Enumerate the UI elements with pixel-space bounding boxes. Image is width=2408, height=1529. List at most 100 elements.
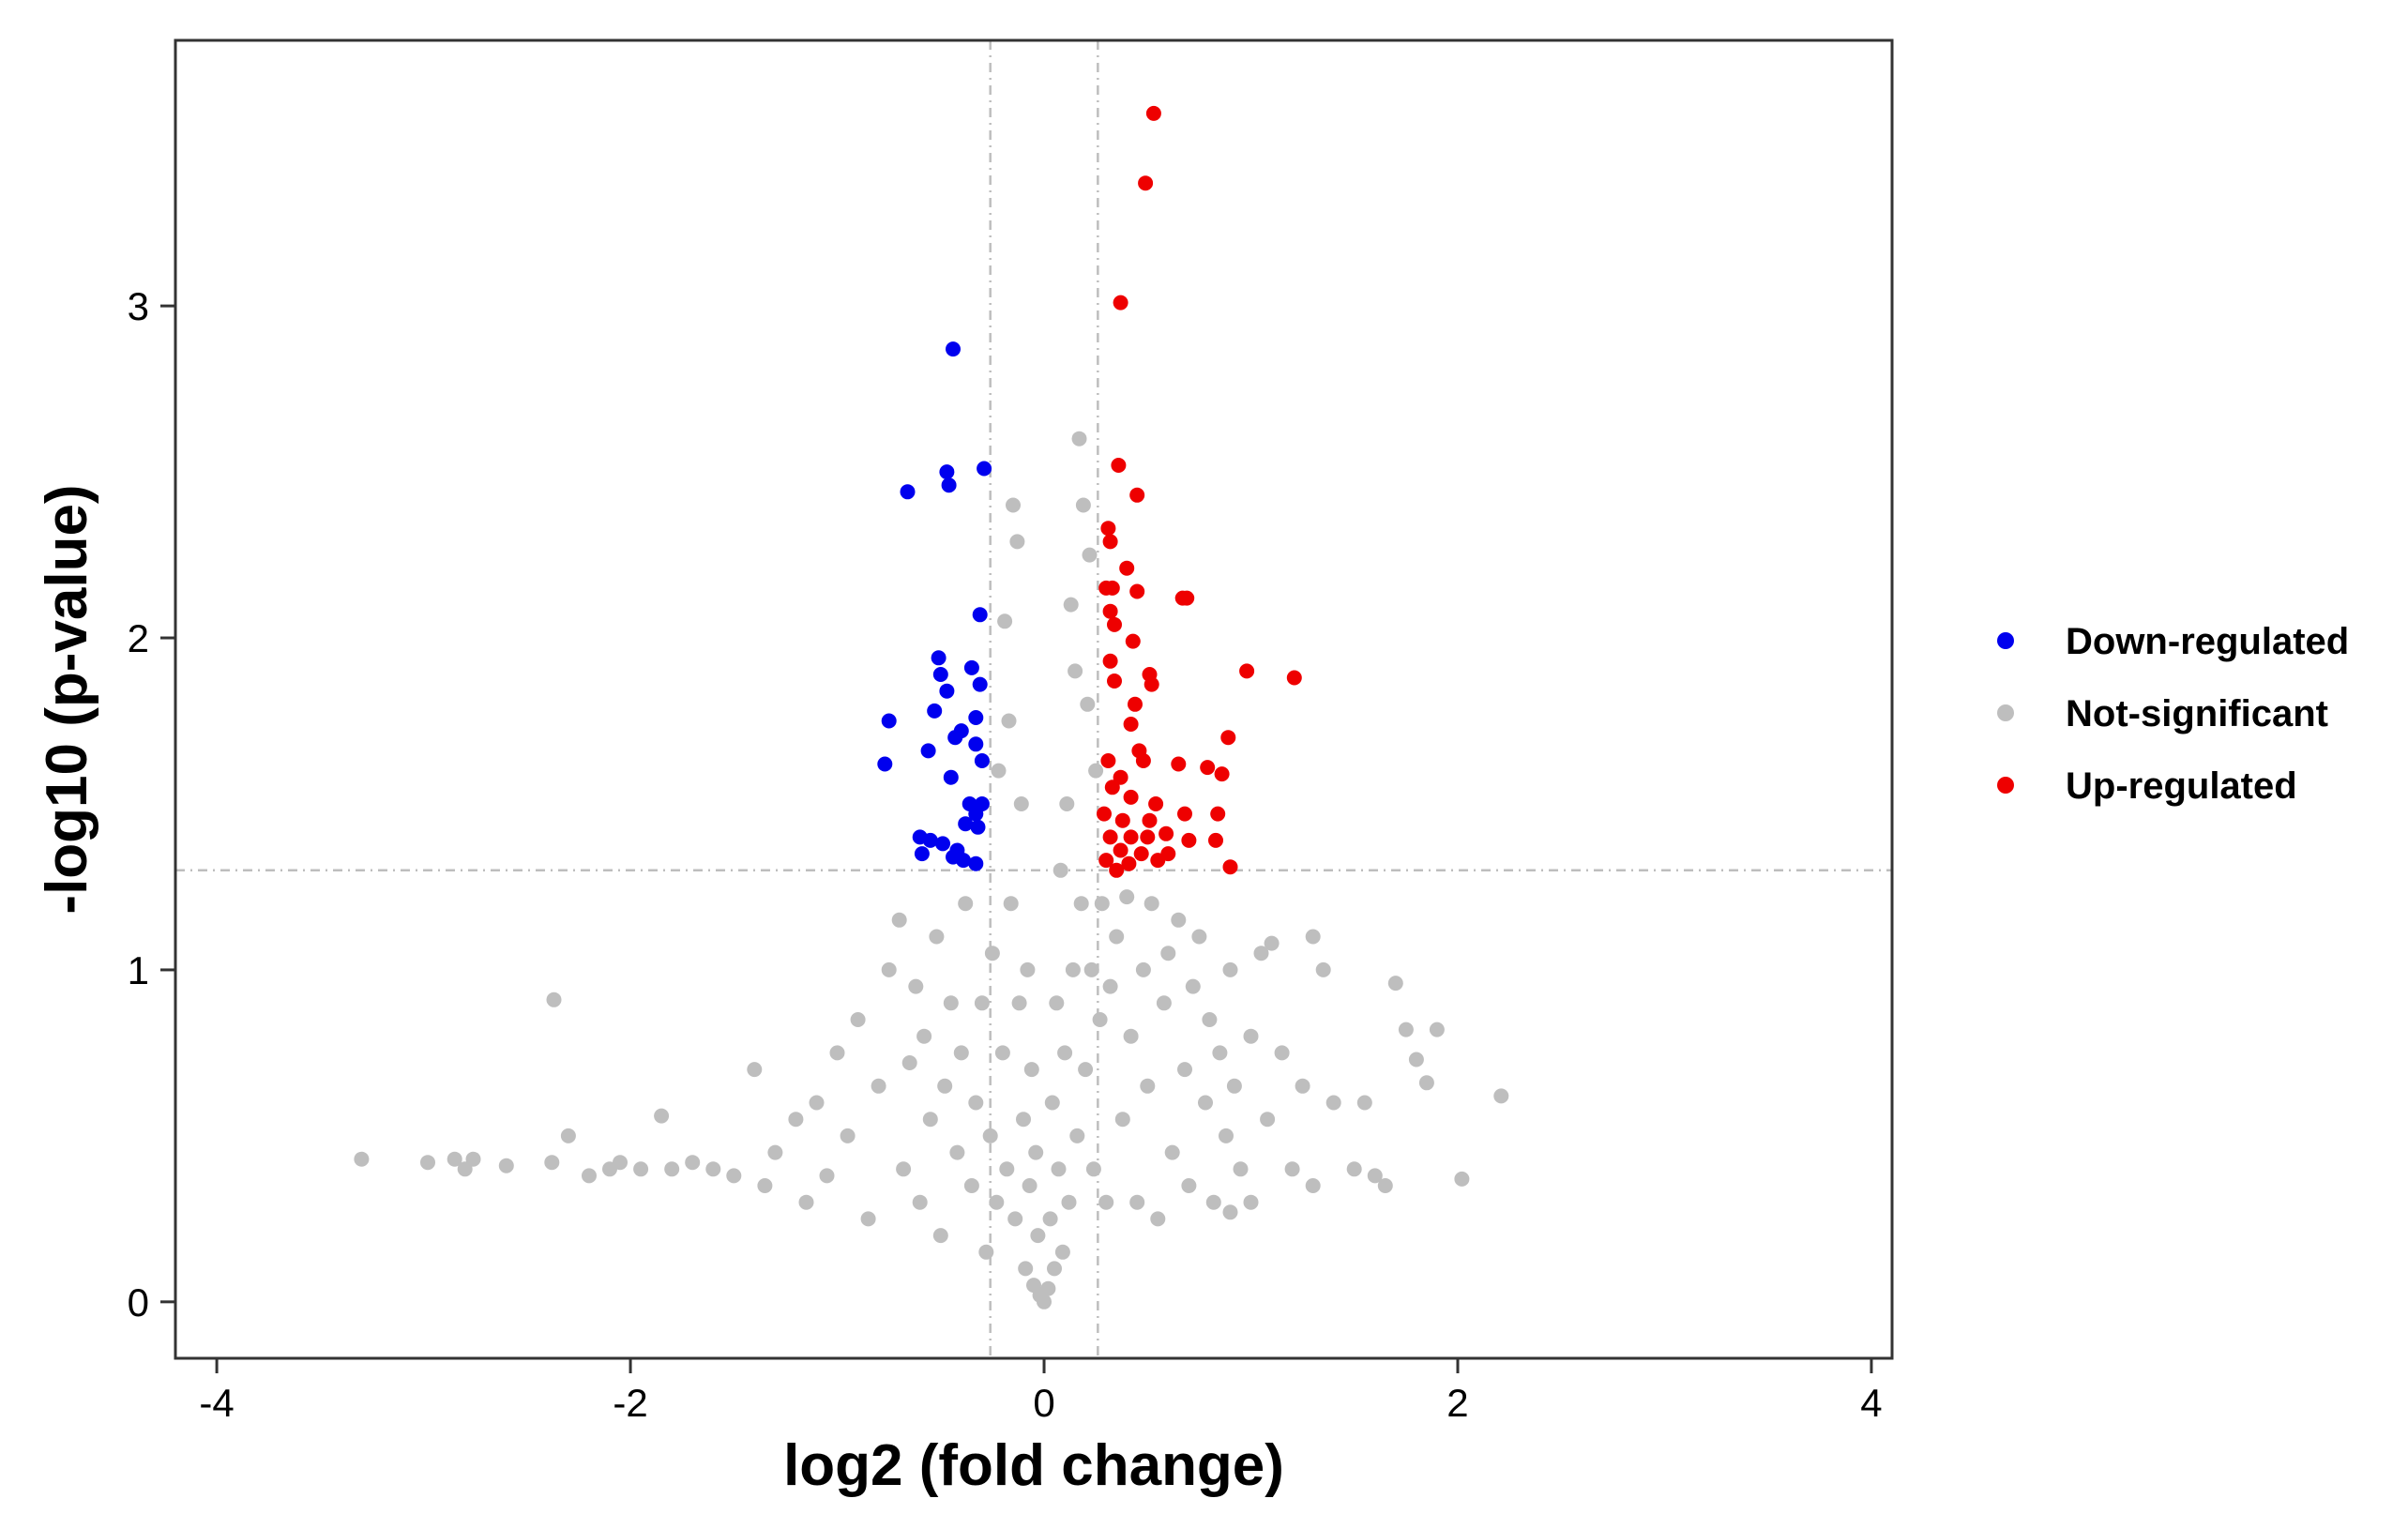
data-point — [1051, 1161, 1067, 1177]
data-point — [1274, 1045, 1290, 1061]
data-point — [968, 710, 984, 725]
data-point — [1212, 1045, 1228, 1061]
up-regulated-points — [1097, 105, 1302, 878]
data-point — [1013, 796, 1029, 811]
data-point — [1044, 1095, 1060, 1111]
data-point — [1325, 1095, 1341, 1111]
data-point — [1123, 829, 1139, 845]
data-point — [1177, 806, 1192, 822]
data-point — [974, 995, 990, 1011]
data-point — [977, 461, 992, 477]
data-point — [747, 1062, 763, 1078]
data-point — [1164, 1144, 1180, 1160]
data-point — [1092, 1012, 1108, 1027]
data-point — [1260, 1112, 1276, 1128]
data-point — [1181, 1178, 1197, 1193]
data-point — [1264, 935, 1280, 951]
data-point — [1102, 653, 1118, 669]
data-point — [829, 1045, 845, 1061]
data-point — [1387, 976, 1403, 992]
data-point — [1198, 1095, 1213, 1111]
data-point — [1119, 560, 1135, 576]
data-point — [922, 832, 938, 848]
y-tick-label: 2 — [128, 616, 149, 660]
data-point — [1121, 855, 1137, 871]
data-point — [1113, 295, 1128, 310]
data-point — [991, 763, 1007, 779]
data-point — [1177, 1062, 1192, 1078]
data-point — [1160, 946, 1176, 961]
data-point — [1138, 175, 1154, 191]
data-point — [871, 1078, 886, 1094]
data-point — [1023, 1062, 1039, 1078]
not-significant-points — [354, 431, 1509, 1309]
data-point — [1315, 961, 1331, 977]
data-point — [881, 713, 897, 729]
data-point — [949, 1144, 965, 1160]
data-point — [1042, 1211, 1058, 1227]
data-point — [582, 1168, 597, 1184]
data-point — [1054, 1244, 1070, 1260]
data-point — [1097, 806, 1112, 822]
data-point — [1123, 789, 1139, 805]
data-point — [546, 992, 562, 1007]
data-point — [1053, 862, 1068, 878]
legend-marker — [1997, 632, 2014, 649]
y-tick-label: 3 — [128, 284, 149, 328]
legend-item: Up-regulated — [1997, 765, 2297, 807]
data-point — [997, 613, 1013, 629]
data-point — [970, 819, 986, 835]
data-point — [1123, 1028, 1139, 1044]
data-point — [1102, 603, 1118, 619]
x-axis: -4 -2 0 2 4 — [199, 1358, 1883, 1425]
data-point — [932, 1228, 948, 1244]
data-point — [968, 855, 984, 871]
data-point — [1102, 978, 1118, 994]
data-point — [1088, 763, 1104, 779]
data-point — [420, 1155, 435, 1171]
data-point — [560, 1128, 576, 1143]
data-point — [457, 1161, 473, 1177]
data-point — [1171, 912, 1187, 928]
data-point — [726, 1168, 742, 1184]
data-point — [1143, 896, 1159, 912]
data-point — [1109, 862, 1125, 878]
data-point — [1429, 1022, 1445, 1037]
data-point — [1113, 769, 1128, 785]
data-point — [1208, 832, 1223, 848]
data-point — [1075, 497, 1091, 513]
data-point — [1114, 1112, 1130, 1128]
data-point — [1100, 753, 1116, 768]
threshold-lines — [175, 40, 1892, 1358]
data-point — [932, 667, 948, 682]
data-point — [850, 1012, 866, 1027]
data-point — [1111, 458, 1127, 473]
data-point — [939, 683, 955, 699]
x-axis-title: log2 (fold change) — [783, 1433, 1284, 1498]
legend-marker — [1997, 704, 2014, 721]
data-point — [1160, 846, 1176, 862]
legend-item: Not-significant — [1997, 693, 2328, 734]
legend: Down-regulated Not-significant Up-regulate… — [1997, 621, 2349, 807]
data-point — [877, 756, 893, 772]
data-point — [958, 816, 974, 832]
data-point — [1346, 1161, 1362, 1177]
data-point — [968, 1095, 984, 1111]
data-point — [1185, 978, 1201, 994]
data-point — [633, 1161, 649, 1177]
data-point — [1061, 1194, 1077, 1210]
data-point — [1284, 1161, 1300, 1177]
data-point — [958, 896, 974, 912]
y-axis: 0 1 2 3 — [128, 284, 175, 1325]
data-point — [943, 769, 959, 785]
data-point — [963, 659, 979, 675]
data-point — [1104, 780, 1120, 795]
data-point — [1243, 1194, 1259, 1210]
data-point — [972, 607, 988, 623]
data-point — [1083, 961, 1099, 977]
data-point — [1040, 1280, 1056, 1296]
data-point — [1098, 1194, 1114, 1210]
data-point — [819, 1168, 835, 1184]
data-point — [1030, 1228, 1046, 1244]
